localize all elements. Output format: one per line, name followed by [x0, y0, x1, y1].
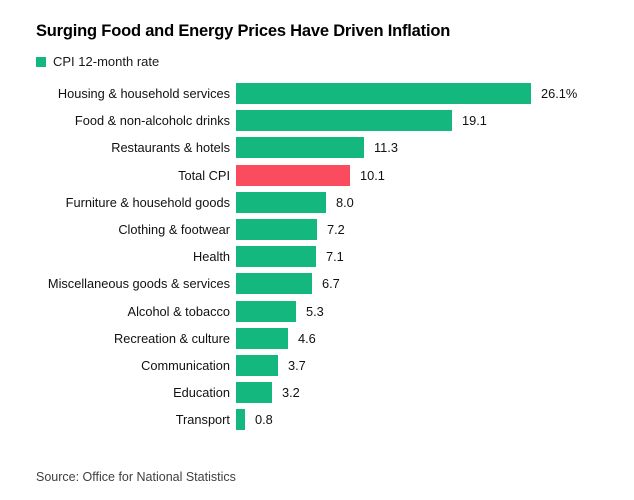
value-label: 19.1: [462, 113, 487, 129]
bar-row: Health 7.1: [36, 243, 634, 270]
chart-title: Surging Food and Energy Prices Have Driv…: [36, 22, 451, 40]
bar-track: 0.8: [236, 409, 634, 431]
bar-track: 3.7: [236, 354, 634, 376]
bar: [236, 137, 364, 159]
bar-row: Furniture & household goods 8.0: [36, 189, 634, 216]
bar-row: Housing & household services 26.1%: [36, 80, 634, 107]
bar-chart: Housing & household services 26.1% Food & …: [36, 80, 634, 433]
category-label: Food & non-alcoholc drinks: [74, 113, 230, 129]
bar: [236, 246, 316, 268]
bar-row: Communication 3.7: [36, 352, 634, 379]
bar-track: 10.1: [236, 164, 634, 186]
bar-row: Miscellaneous goods & services 6.7: [36, 270, 634, 297]
value-label: 3.2: [282, 385, 300, 401]
value-label: 0.8: [255, 412, 273, 428]
category-label: Miscellaneous goods & services: [47, 276, 230, 292]
bar-track: 5.3: [236, 300, 634, 322]
bar-row: Alcohol & tobacco 5.3: [36, 298, 634, 325]
bar: [236, 382, 272, 404]
legend-swatch-icon: [36, 56, 46, 67]
bar-track: 19.1: [236, 110, 634, 132]
value-label: 6.7: [322, 276, 340, 292]
value-label: 3.7: [288, 357, 306, 373]
value-label: 7.1: [326, 249, 344, 265]
category-label: Alcohol & tobacco: [127, 303, 230, 319]
value-label: 7.2: [327, 222, 345, 238]
category-label: Transport: [175, 412, 230, 428]
bar-track: 26.1%: [236, 83, 634, 105]
bar-track: 7.2: [236, 219, 634, 241]
bar-highlight: [236, 164, 350, 186]
category-label: Total CPI: [178, 167, 230, 183]
category-label: Housing & household services: [57, 86, 230, 102]
value-label: 11.3: [374, 140, 398, 156]
category-label: Health: [193, 249, 230, 265]
bar-track: 6.7: [236, 273, 634, 295]
bar-row: Clothing & footwear 7.2: [36, 216, 634, 243]
category-label: Furniture & household goods: [65, 194, 230, 210]
bar-row: Education 3.2: [36, 379, 634, 406]
value-label: 5.3: [306, 303, 324, 319]
bar-track: 8.0: [236, 191, 634, 213]
value-label: 4.6: [298, 330, 316, 346]
bar: [236, 327, 288, 349]
bar-row: Recreation & culture 4.6: [36, 325, 634, 352]
bar-row: Transport 0.8: [36, 406, 634, 433]
bar: [236, 300, 296, 322]
bar-row: Restaurants & hotels 11.3: [36, 134, 634, 161]
bar: [236, 273, 312, 295]
bar: [236, 191, 326, 213]
category-label: Education: [173, 385, 230, 401]
category-label: Recreation & culture: [114, 330, 230, 346]
bar-track: 11.3: [236, 137, 634, 159]
bar: [236, 409, 245, 431]
bar-row: Food & non-alcoholc drinks 19.1: [36, 107, 634, 134]
value-label: 26.1%: [541, 86, 578, 102]
bar: [236, 219, 317, 241]
category-label: Communication: [141, 357, 230, 373]
source-note: Source: Office for National Statistics: [36, 470, 236, 485]
bar-track: 3.2: [236, 382, 634, 404]
category-label: Restaurants & hotels: [111, 140, 230, 156]
bar: [236, 354, 278, 376]
bar: [236, 110, 452, 132]
bar-row: Total CPI 10.1: [36, 162, 634, 189]
chart-container: Surging Food and Energy Prices Have Driv…: [36, 22, 634, 485]
value-label: 8.0: [336, 194, 354, 210]
category-label: Clothing & footwear: [118, 222, 230, 238]
bar-track: 4.6: [236, 327, 634, 349]
legend: CPI 12-month rate: [36, 54, 634, 69]
bar: [236, 83, 531, 105]
bar-track: 7.1: [236, 246, 634, 268]
legend-label: CPI 12-month rate: [53, 54, 160, 69]
value-label: 10.1: [360, 167, 385, 183]
